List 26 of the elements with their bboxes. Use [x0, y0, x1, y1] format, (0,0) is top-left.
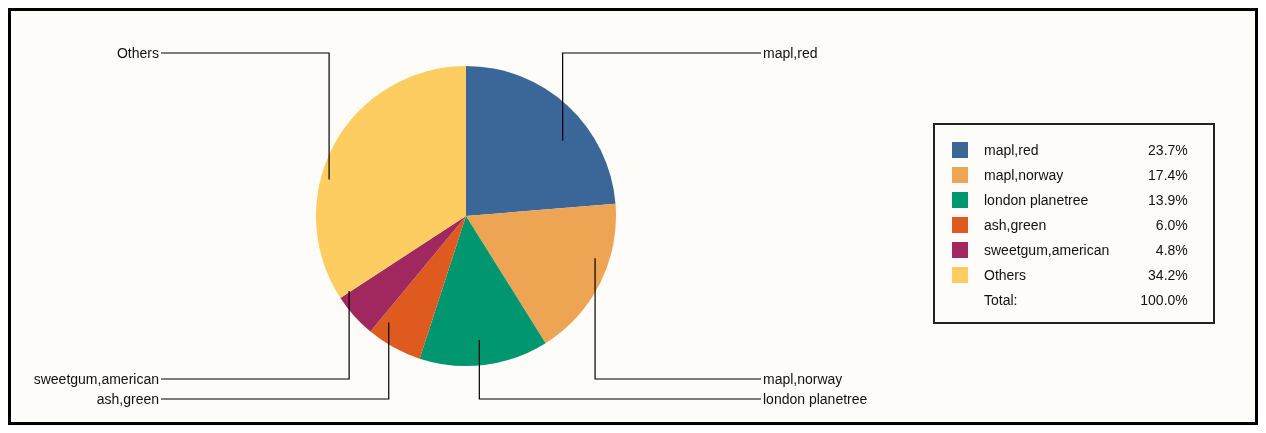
legend-label: mapl,red: [984, 141, 1039, 158]
legend-label: ash,green: [984, 216, 1047, 233]
pie-slice: [316, 66, 466, 298]
slice-label: ash,green: [96, 390, 159, 407]
data-label: 4.8%: [1155, 241, 1188, 258]
legend-label: Others: [984, 266, 1027, 283]
slice-label: london planetree: [763, 390, 868, 407]
data-label: 23.7%: [1148, 141, 1188, 158]
pie-slice: [466, 203, 616, 344]
slice-label: Others: [116, 44, 159, 61]
legend-label: london planetree: [984, 191, 1089, 208]
data-label: 13.9%: [1148, 191, 1188, 208]
text: 100.0%: [1140, 291, 1188, 308]
data-label: 34.2%: [1148, 266, 1188, 283]
pie-slice: [340, 216, 466, 332]
slice-label: sweetgum,american: [33, 370, 159, 387]
slice-label: mapl,red: [763, 44, 818, 61]
text: Total:: [984, 291, 1018, 308]
legend-label: mapl,norway: [984, 166, 1064, 183]
pie-slice: [419, 216, 546, 366]
data-label: 17.4%: [1148, 166, 1188, 183]
pie-slice: [466, 66, 616, 216]
slice-label: mapl,norway: [763, 370, 843, 387]
pie-slice: [370, 216, 466, 359]
data-label: 6.0%: [1155, 216, 1188, 233]
legend-label: sweetgum,american: [984, 241, 1110, 258]
